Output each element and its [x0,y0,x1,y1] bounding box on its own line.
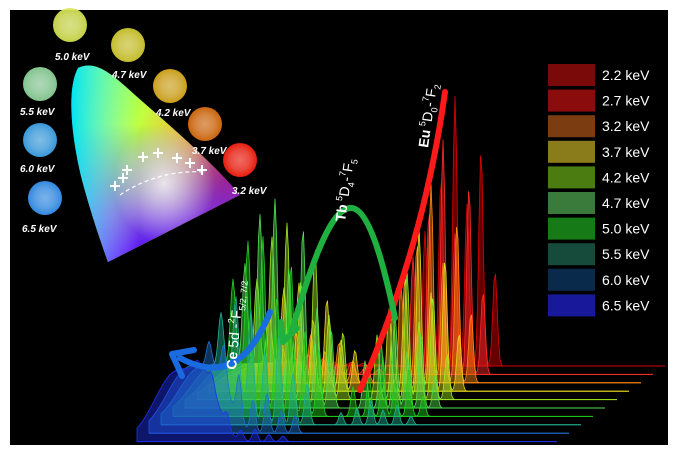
legend-swatch [548,64,595,86]
glow-core [23,123,57,157]
legend-swatch [548,218,595,240]
cie-point [53,8,87,42]
legend-label: 3.7 keV [602,144,650,160]
legend-swatch [548,243,595,265]
legend-swatch [548,166,595,188]
glow-core [53,8,87,42]
legend-label: 3.2 keV [602,118,650,134]
glow-core [111,28,145,62]
figure: 5.0 keV 4.7 keV 4.2 keV 3.7 keV 3.2 keV 5.5 k… [0,0,673,451]
glow-core [223,143,257,177]
cie-label: 5.5 keV [20,107,56,118]
cie-point [153,69,187,103]
cie-label: 6.5 keV [22,224,58,235]
legend-label: 6.5 keV [602,297,650,313]
cie-point [23,123,57,157]
legend-swatch [548,192,595,214]
cie-point [111,28,145,62]
cie-point [188,107,222,141]
glow-core [153,69,187,103]
cie-point [28,181,62,215]
element: Eu [415,128,433,148]
element: Tb [332,203,350,222]
cie-label: 4.7 keV [111,70,148,81]
legend-swatch [548,141,595,163]
legend-label: 5.5 keV [602,246,650,262]
cie-label: 5.0 keV [55,52,91,63]
cie-point [223,143,257,177]
cie-point [23,67,57,101]
cie-label: 6.0 keV [20,164,56,175]
legend-label: 4.7 keV [602,195,650,211]
legend-label: 2.2 keV [602,67,650,83]
legend-label: 4.2 keV [602,169,650,185]
legend-swatch [548,294,595,316]
cie-label: 3.2 keV [232,186,268,197]
legend-swatch [548,115,595,137]
glow-core [23,67,57,101]
element: Ce [223,351,241,370]
legend-label: 2.7 keV [602,93,650,109]
term: 5d - [225,323,243,349]
cie-label: 4.2 keV [155,108,192,119]
glow-core [28,181,62,215]
legend-swatch [548,269,595,291]
legend-label: 5.0 keV [602,221,650,237]
glow-core [188,107,222,141]
legend-swatch [548,90,595,112]
legend-label: 6.0 keV [602,272,650,288]
cie-label: 3.7 keV [192,146,228,157]
